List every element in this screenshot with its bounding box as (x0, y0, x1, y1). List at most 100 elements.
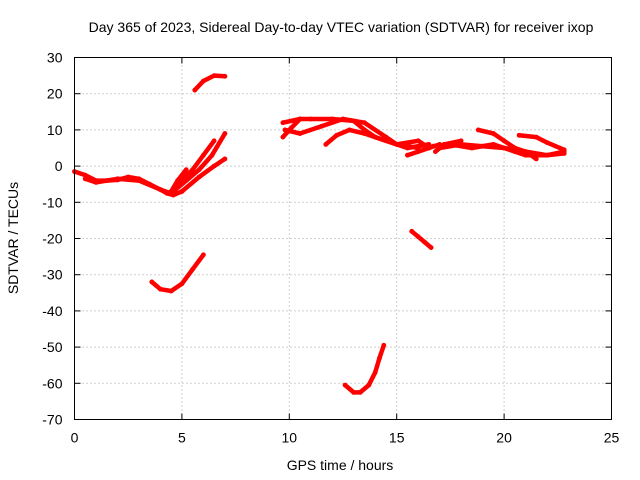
x-axis-title: GPS time / hours (287, 457, 394, 473)
data-point (115, 176, 120, 182)
series-arc-evening-e (433, 138, 464, 155)
x-tick-label: 5 (178, 430, 186, 446)
y-axis-title: SDTVAR / TECUs (5, 182, 21, 294)
data-point (168, 288, 174, 294)
data-point (372, 370, 378, 375)
series-line (409, 229, 434, 250)
data-point (340, 116, 346, 122)
data-point (501, 145, 507, 151)
data-point (175, 178, 181, 184)
data-point (334, 132, 339, 138)
data-point (211, 138, 217, 144)
data-point (201, 252, 206, 258)
data-point (168, 189, 174, 194)
data-point (426, 145, 432, 151)
data-point (362, 131, 367, 136)
data-point (433, 149, 438, 155)
data-point (196, 167, 202, 173)
series-arc-rise-d (168, 167, 189, 194)
data-point (409, 228, 415, 234)
data-point (280, 120, 286, 126)
data-point (319, 123, 324, 129)
x-tick-label: 15 (389, 430, 405, 446)
plot-area (72, 73, 567, 395)
data-point (190, 266, 196, 272)
series-arc-small (409, 228, 434, 251)
y-tick-label: -50 (42, 339, 62, 355)
data-point (211, 73, 217, 78)
data-point (209, 152, 215, 158)
data-point (280, 134, 286, 140)
y-tick-label: 0 (55, 158, 63, 174)
data-point (491, 131, 496, 136)
series-arc-high-morning (192, 73, 228, 93)
data-point (308, 116, 314, 122)
data-point (93, 180, 99, 185)
data-point (351, 390, 357, 395)
data-point (383, 138, 389, 144)
series-arc-day-d (280, 116, 303, 140)
y-tick-label: 10 (47, 122, 63, 138)
series-arc-rise-c (179, 156, 228, 194)
series-arc-evening-c (475, 127, 539, 162)
grid (74, 57, 612, 420)
data-point (362, 120, 367, 126)
data-point (415, 234, 421, 240)
data-point (512, 145, 518, 151)
series-arc-evening-d (516, 132, 567, 153)
data-point (357, 390, 363, 395)
data-point (381, 342, 387, 348)
data-point (377, 355, 382, 361)
data-point (480, 143, 485, 149)
data-point (201, 152, 206, 158)
series-line (179, 156, 228, 194)
data-point (430, 143, 436, 149)
data-point (342, 382, 348, 388)
data-point (501, 138, 507, 144)
y-tick-label: -10 (42, 194, 62, 210)
data-point (347, 127, 352, 133)
x-tick-label: 0 (71, 430, 79, 446)
series-line (192, 73, 228, 93)
data-point (136, 178, 142, 184)
y-tick-label: 30 (47, 50, 63, 66)
series-arc-deep (342, 342, 387, 395)
data-point (415, 138, 421, 144)
data-point (190, 167, 196, 173)
data-point (475, 127, 481, 133)
data-point (297, 116, 303, 122)
series-arc-dip (149, 252, 206, 294)
data-point (201, 78, 206, 84)
x-tick-label: 20 (496, 430, 512, 446)
data-point (82, 176, 88, 182)
data-point (516, 132, 522, 138)
data-point (544, 140, 550, 146)
data-point (405, 145, 410, 151)
series-line (516, 133, 567, 153)
data-point (222, 73, 228, 79)
y-tick-label: -40 (42, 303, 62, 319)
series-arc-day-c (323, 127, 432, 151)
data-point (183, 167, 189, 173)
data-point (458, 138, 464, 144)
data-point (179, 281, 185, 287)
y-tick-label: -30 (42, 267, 62, 283)
data-point (211, 163, 217, 169)
data-point (192, 87, 198, 93)
y-tick-label: -70 (42, 412, 62, 428)
data-point (533, 134, 539, 140)
data-point (405, 152, 410, 158)
data-point (523, 149, 528, 155)
data-point (179, 189, 185, 194)
x-tick-label: 10 (282, 430, 298, 446)
data-point (82, 172, 88, 178)
data-point (422, 239, 427, 245)
data-point (415, 149, 421, 155)
data-point (323, 142, 329, 147)
data-point (158, 286, 163, 292)
data-point (222, 156, 228, 162)
data-point (544, 152, 550, 158)
y-tick-label: -20 (42, 231, 62, 247)
data-point (366, 382, 372, 388)
